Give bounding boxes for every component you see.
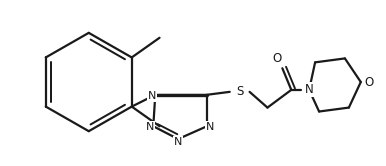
Text: N: N: [148, 91, 156, 101]
Text: S: S: [236, 85, 243, 98]
Text: O: O: [273, 52, 282, 65]
Text: N: N: [146, 122, 154, 132]
Text: N: N: [305, 83, 313, 96]
Text: N: N: [174, 137, 182, 147]
Text: O: O: [364, 76, 373, 88]
Text: N: N: [206, 122, 214, 132]
